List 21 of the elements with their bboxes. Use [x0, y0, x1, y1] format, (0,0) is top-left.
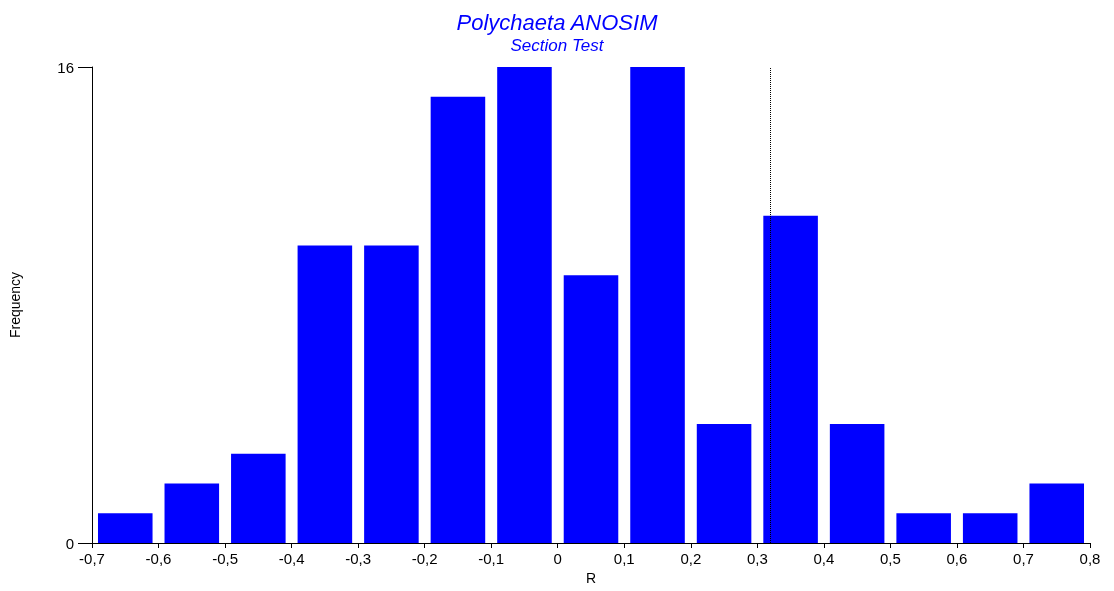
y-axis-title: Frequency — [7, 271, 23, 339]
chart-subtitle: Section Test — [510, 36, 605, 55]
x-tick-label: 0 — [553, 550, 562, 567]
x-tick-label: 0,3 — [746, 550, 768, 567]
x-tick-label: 0,7 — [1013, 550, 1034, 567]
x-tick-label: -0,3 — [345, 550, 372, 567]
x-tick-label: -0,7 — [79, 550, 105, 567]
x-tick-label: -0,4 — [278, 550, 305, 567]
x-axis-title: R — [585, 569, 597, 586]
x-tick-label: -0,1 — [478, 550, 505, 567]
x-tick-label: -0,6 — [145, 550, 172, 567]
x-tick-label: 0,8 — [1079, 550, 1101, 567]
x-tick-label: 0,1 — [613, 550, 635, 567]
x-tick-label: 0,6 — [946, 550, 968, 567]
x-tick-label: 0,4 — [813, 550, 835, 567]
x-tick-label: -0,5 — [212, 550, 238, 567]
x-tick-label: 0,5 — [879, 550, 901, 567]
y-tick-label: 16 — [57, 58, 74, 76]
x-tick-label: 0,2 — [680, 550, 702, 567]
chart-title: Polychaeta ANOSIM — [456, 9, 659, 35]
x-tick-label: -0,2 — [411, 550, 438, 567]
